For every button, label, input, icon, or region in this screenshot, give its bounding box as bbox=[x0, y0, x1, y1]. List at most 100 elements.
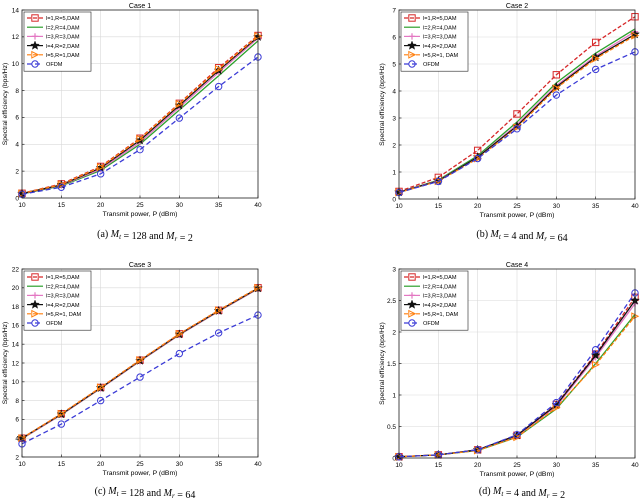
legend-marker bbox=[31, 60, 39, 68]
legend-marker bbox=[31, 319, 39, 327]
data-point bbox=[57, 183, 66, 191]
data-point bbox=[214, 329, 223, 337]
legend: l=1,R=5,DAM l=2,R=4,DAM l=3,R=3,DAM l=4,R=2… bbox=[23, 11, 92, 72]
legend-marker bbox=[30, 40, 40, 50]
data-point bbox=[175, 114, 184, 122]
x-tick-label: 25 bbox=[136, 461, 144, 468]
data-point bbox=[552, 71, 561, 79]
y-tick-label: 3 bbox=[392, 266, 396, 273]
x-axis-label: Transmit power, P (dBm) bbox=[103, 211, 178, 218]
y-tick-label: 0 bbox=[392, 455, 396, 462]
figure-caption: (d) Mt = 4 and Mr = 2 bbox=[479, 486, 565, 499]
x-tick-label: 10 bbox=[395, 203, 403, 210]
data-point bbox=[57, 420, 66, 428]
y-tick-label: 2 bbox=[392, 329, 396, 336]
series-line bbox=[398, 35, 636, 194]
y-tick-label: 20 bbox=[12, 285, 20, 292]
figure-caption: (a) Mt = 128 and Mr = 2 bbox=[97, 229, 193, 244]
y-axis-label: Spectral efficiency (bps/Hz) bbox=[379, 63, 386, 146]
legend-marker bbox=[408, 309, 417, 318]
x-tick-label: 10 bbox=[395, 462, 403, 469]
x-tick-label: 30 bbox=[176, 202, 184, 209]
data-point bbox=[96, 163, 105, 172]
legend-marker bbox=[31, 309, 40, 318]
x-tick-label: 35 bbox=[592, 203, 600, 210]
y-tick-label: 10 bbox=[12, 61, 20, 68]
y-tick-label: 1 bbox=[392, 392, 396, 399]
y-axis-label: Spectral efficiency (bps/Hz) bbox=[2, 322, 9, 405]
chart-panel-2: 10 15 20 25 30 35 40 0 1 2 3 4 5 6 7 Case 2 Transmit pow… bbox=[379, 3, 640, 244]
chart-panel-3: 10 15 20 25 30 35 40 2 4 6 8 10 12 14 16 18 20 22 Case 3 Tr… bbox=[2, 262, 263, 499]
y-tick-label: 4 bbox=[15, 436, 19, 443]
data-point bbox=[136, 356, 145, 365]
legend-marker bbox=[31, 33, 39, 40]
x-axis-label: Transmit power, P (dBm) bbox=[480, 471, 555, 478]
x-tick-label: 15 bbox=[435, 462, 443, 469]
data-point bbox=[473, 154, 482, 163]
legend-entry: l=2,R=4,DAM bbox=[46, 25, 80, 31]
legend-marker bbox=[31, 292, 39, 299]
chart-panel-4: 10 15 20 25 30 35 40 0 0.5 1 1.5 2 2.5 3 Case 4 Transmi… bbox=[379, 262, 640, 499]
series-line bbox=[21, 35, 259, 195]
x-tick-label: 35 bbox=[215, 202, 223, 209]
data-point bbox=[552, 91, 561, 99]
chart-title: Case 2 bbox=[506, 3, 528, 10]
y-tick-label: 2 bbox=[15, 168, 19, 175]
legend-marker bbox=[408, 292, 416, 299]
series-line bbox=[398, 16, 636, 193]
x-tick-label: 15 bbox=[58, 202, 66, 209]
x-tick-label: 40 bbox=[631, 203, 639, 210]
x-axis-label: Transmit power, P (dBm) bbox=[480, 212, 555, 219]
y-tick-label: 1.5 bbox=[387, 361, 396, 368]
legend-entry: l=1,R=5,DAM bbox=[46, 16, 80, 22]
x-tick-label: 30 bbox=[176, 461, 184, 468]
y-tick-label: 14 bbox=[12, 342, 20, 349]
data-point bbox=[57, 180, 66, 189]
legend-marker bbox=[408, 50, 417, 59]
legend-entry: l=3,R=3,DAM bbox=[46, 294, 80, 300]
legend-entry: l=5,R=1, DAM bbox=[46, 312, 81, 318]
series-line bbox=[398, 315, 636, 458]
data-point bbox=[214, 82, 223, 91]
legend-marker bbox=[31, 273, 39, 281]
figure-caption: (c) Mt = 128 and Mr = 64 bbox=[95, 486, 196, 499]
x-tick-label: 35 bbox=[215, 461, 223, 468]
legend-entry: l=5,R=1, DAM bbox=[423, 312, 458, 318]
data-point bbox=[552, 84, 561, 93]
data-point bbox=[214, 65, 223, 74]
legend-marker bbox=[408, 319, 416, 327]
series-6 bbox=[18, 53, 262, 198]
x-tick-label: 35 bbox=[592, 462, 600, 469]
data-point bbox=[513, 125, 521, 133]
x-tick-label: 15 bbox=[435, 203, 443, 210]
data-point bbox=[473, 446, 482, 454]
data-point bbox=[552, 398, 561, 407]
legend-entry: OFDM bbox=[46, 321, 63, 327]
series-6 bbox=[18, 311, 262, 448]
legend-entry: OFDM bbox=[423, 62, 440, 68]
data-point bbox=[214, 306, 223, 315]
y-tick-label: 2 bbox=[15, 454, 19, 461]
legend: l=1,R=5,DAM l=2,R=4,DAM l=3,R=3,DAM l=4,R=2… bbox=[23, 270, 92, 331]
x-tick-label: 20 bbox=[97, 202, 105, 209]
legend-marker bbox=[408, 60, 416, 68]
x-tick-label: 25 bbox=[513, 462, 521, 469]
figure-caption: (b) Mt = 4 and Mr = 64 bbox=[476, 229, 567, 244]
legend-entry: l=1,R=5,DAM bbox=[423, 16, 457, 22]
y-tick-label: 0.5 bbox=[387, 424, 396, 431]
legend-marker bbox=[408, 273, 416, 281]
data-point bbox=[591, 65, 600, 74]
legend-marker bbox=[31, 14, 39, 22]
data-point bbox=[591, 54, 600, 63]
y-tick-label: 0 bbox=[15, 195, 19, 202]
data-point bbox=[591, 345, 600, 354]
x-tick-label: 25 bbox=[136, 202, 144, 209]
legend-marker bbox=[407, 299, 417, 309]
data-point bbox=[175, 349, 184, 358]
y-tick-label: 4 bbox=[15, 142, 19, 149]
data-point bbox=[96, 396, 105, 405]
x-tick-label: 40 bbox=[254, 202, 262, 209]
legend-marker bbox=[31, 50, 40, 59]
x-tick-label: 20 bbox=[97, 461, 105, 468]
